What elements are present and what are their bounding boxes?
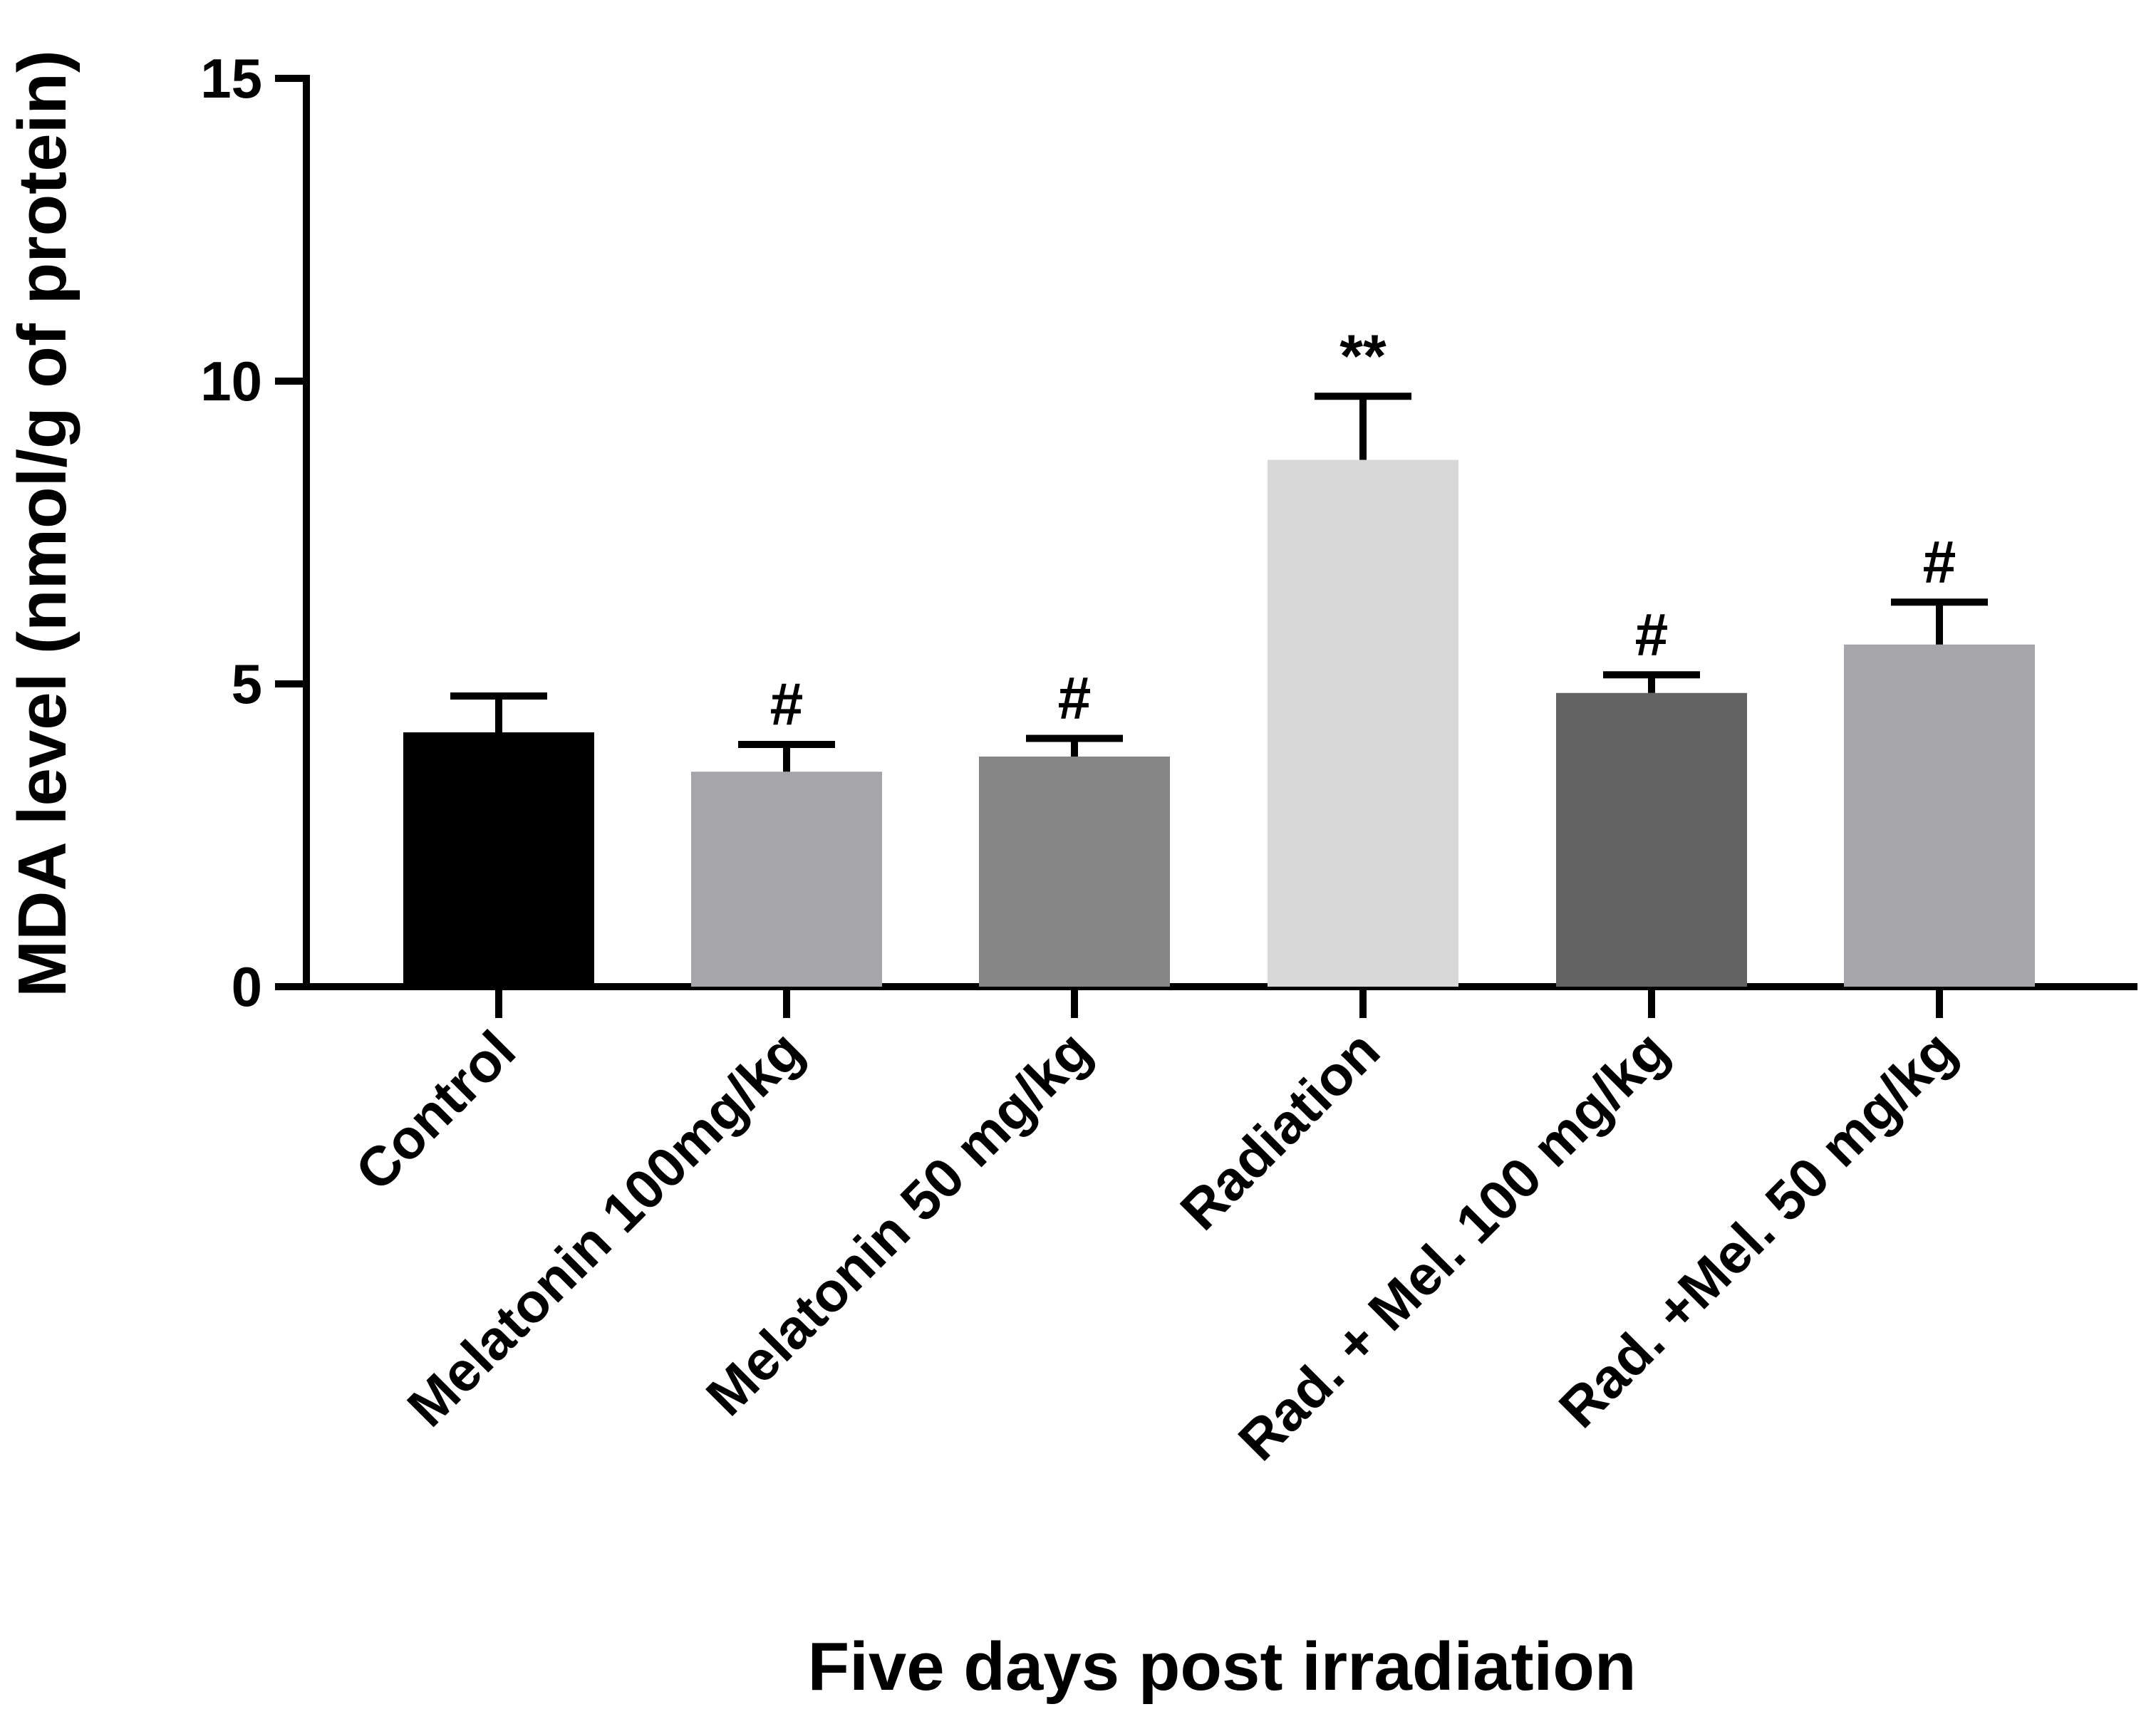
bar [403,732,594,987]
error-bars [450,393,1988,772]
significance-marker: ** [1339,322,1387,389]
category-label: Control [343,1019,527,1203]
significance-marker: # [1635,601,1669,668]
y-axis-title: MDA level (nmol/g of protein) [4,50,81,997]
significance-annotations: # # ** # # [770,322,1957,737]
bars [403,459,2035,987]
x-axis-title: Five days post irradiation [808,1629,1637,1705]
significance-marker: # [1923,528,1957,595]
bar [1556,692,1747,987]
category-label: Radiation [1168,1019,1391,1242]
bar [979,757,1170,987]
y-tick-label: 0 [232,955,262,1018]
x-axis [303,983,2137,1018]
y-tick-label: 10 [200,350,262,412]
bar [691,772,882,987]
y-axis: 0 5 10 15 [200,47,310,1018]
significance-marker: # [770,670,804,737]
bar [1268,459,1458,987]
significance-marker: # [1058,665,1092,732]
y-tick-label: 5 [232,653,262,715]
bar [1844,644,2035,987]
y-tick-label: 15 [200,47,262,110]
